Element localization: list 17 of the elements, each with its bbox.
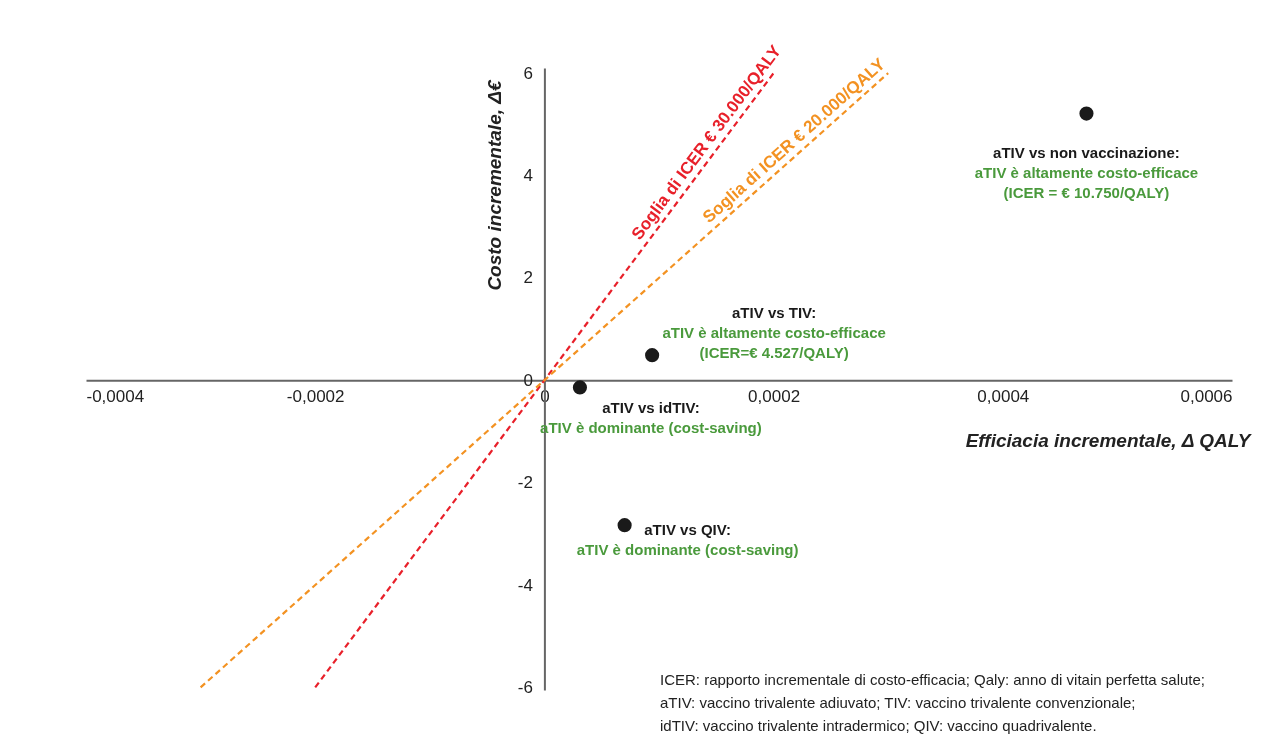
- y-tick-label: -6: [517, 677, 533, 697]
- x-tick-label: -0,0004: [86, 386, 145, 406]
- y-tick-label: 4: [523, 166, 533, 186]
- x-tick-label: 0,0002: [748, 386, 801, 406]
- y-tick-label: 2: [523, 268, 533, 288]
- y-axis-title: Costo incrementale, Δ€: [483, 78, 505, 291]
- annotation: aTIV vs TIV: aTIV è altamente costo-efficace (ICER=€ 4.527/QALY): [662, 304, 886, 362]
- annotation: ICER: rapporto incrementale di costo-efficacia; Qaly: anno di vitain perfetta salute; aTIV: vaccino trivalente adiuvato; TIV: vaccino trivalente convenzionale; idTIV: vaccino trivalente intradermico; QIV: vaccino quadrivalente.: [660, 671, 1206, 734]
- y-tick-label: 6: [523, 63, 533, 83]
- annotation: aTIV vs QIV: aTIV è dominante (cost-saving): [576, 521, 799, 559]
- y-tick-label: -2: [517, 473, 533, 493]
- annotation: aTIV vs non vaccinazione: aTIV è altamente costo-efficace (ICER = € 10.750/QALY): [974, 143, 1199, 201]
- x-tick-label: 0,0004: [977, 386, 1030, 406]
- y-tick-label: -4: [517, 575, 533, 595]
- x-tick-label: 0,0006: [1180, 386, 1233, 406]
- x-axis-title: Efficiacia incrementale, Δ QALY: [965, 429, 1253, 451]
- x-tick-label: -0,0002: [286, 386, 345, 406]
